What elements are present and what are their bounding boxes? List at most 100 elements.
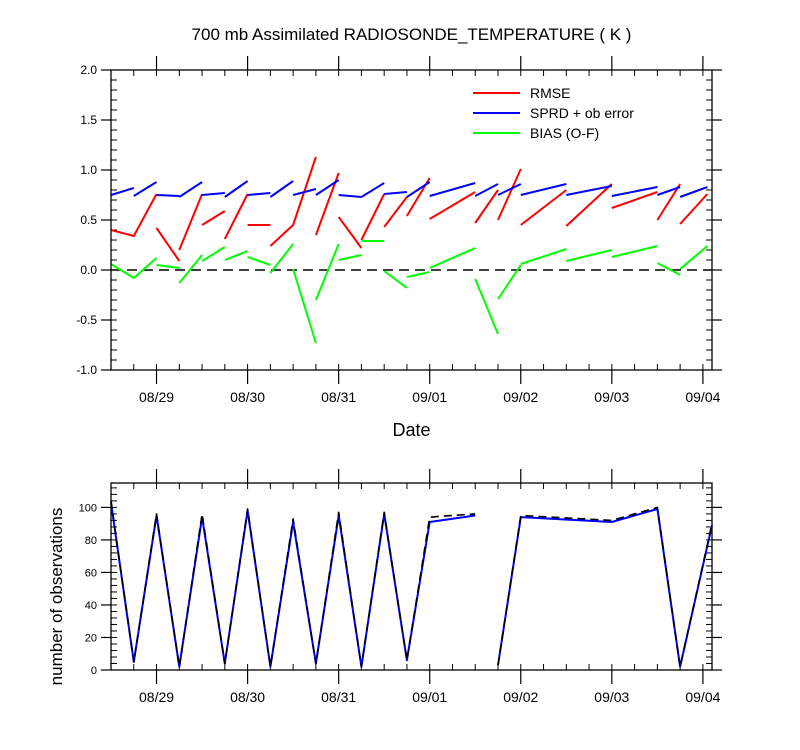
bottom-x-tick-label: 09/01 [412, 689, 447, 705]
top-x-tick-label: 09/04 [685, 389, 720, 405]
top-series-sprd-ob-error [110, 179, 708, 198]
bottom-series-line [497, 506, 713, 668]
top-series-line [247, 256, 271, 266]
bottom-series-line [110, 500, 476, 668]
top-series-line [314, 243, 340, 301]
top-series-line [223, 193, 249, 240]
top-plot-frame [110, 69, 713, 371]
top-series-line [292, 188, 317, 196]
bottom-y-tick-label: 40 [85, 600, 97, 612]
top-y-tick-label: 0.0 [80, 263, 97, 277]
chart-title: 700 mb Assimilated RADIOSONDE_TEMPERATUR… [192, 25, 632, 44]
bottom-series-total-observations [110, 500, 713, 668]
top-series-line [110, 257, 158, 279]
top-series-line [360, 193, 386, 241]
bottom-panel [101, 469, 722, 684]
top-series-line [611, 245, 658, 258]
bottom-x-tick-label: 08/30 [230, 689, 265, 705]
top-x-tick-label: 09/03 [594, 389, 629, 405]
top-y-tick-label: 1.0 [80, 163, 97, 177]
top-series-line [338, 254, 362, 261]
top-series-line [429, 182, 476, 197]
top-series-line [383, 270, 408, 289]
top-panel [101, 56, 722, 384]
top-x-tick-label: 08/29 [139, 389, 174, 405]
top-series-line [474, 183, 499, 197]
top-series-line [338, 194, 362, 198]
top-series-line [611, 191, 658, 209]
bottom-x-tick-label: 09/02 [503, 689, 538, 705]
bottom-x-tick-label: 09/03 [594, 689, 629, 705]
legend-label: RMSE [530, 85, 570, 101]
top-y-tick-label: 1.5 [80, 113, 97, 127]
top-series-line [224, 250, 248, 261]
top-series-line [520, 189, 567, 226]
bottom-series-line [497, 508, 713, 668]
top-series-line [566, 185, 612, 196]
bottom-series-used-observations [110, 502, 713, 668]
top-series-line [474, 189, 499, 224]
top-series-line [178, 193, 204, 251]
bottom-y-tick-label: 60 [85, 567, 97, 579]
top-series-line [656, 183, 681, 221]
top-series-line [656, 262, 681, 276]
top-series-line [156, 264, 180, 269]
top-series-line [497, 183, 522, 196]
top-series-line [497, 168, 522, 221]
top-series-line [383, 196, 408, 228]
top-series-line [406, 271, 430, 278]
top-series-line [202, 192, 225, 196]
top-series-line [474, 278, 499, 335]
top-series-line [269, 156, 317, 247]
top-x-tick-label: 08/31 [321, 389, 356, 405]
top-y-tick-label: 0.5 [80, 213, 97, 227]
bottom-plot-frame [110, 482, 713, 671]
bottom-x-tick-label: 09/04 [685, 689, 720, 705]
x-axis-label: Date [392, 420, 430, 440]
top-series-line [247, 192, 271, 196]
top-series-line [178, 254, 203, 284]
top-x-tick-label: 08/30 [230, 389, 265, 405]
bottom-x-tick-label: 08/31 [321, 689, 356, 705]
top-series-line [110, 193, 158, 237]
top-series-line [429, 191, 476, 220]
top-series-line [520, 248, 567, 265]
top-x-tick-label: 09/02 [503, 389, 538, 405]
legend-label: BIAS (O-F) [530, 125, 599, 141]
top-series-rmse [110, 156, 709, 262]
legend-label: SPRD + ob error [530, 105, 634, 121]
top-series-line [292, 268, 317, 344]
y-axis-label: number of observations [47, 508, 66, 686]
top-series-line [201, 246, 226, 262]
top-series-line [611, 186, 658, 197]
top-series-line [315, 179, 340, 196]
bottom-y-tick-label: 80 [85, 535, 97, 547]
top-y-tick-label: 2.0 [80, 63, 97, 77]
top-series-bias-o-f- [110, 240, 709, 344]
top-series-line [110, 187, 135, 196]
top-series-line [679, 193, 709, 225]
top-series-line [566, 249, 613, 262]
bottom-y-tick-label: 0 [91, 665, 97, 677]
top-series-line [224, 180, 249, 198]
top-series-line [155, 227, 181, 262]
top-series-line [429, 247, 476, 269]
top-series-line [201, 210, 226, 226]
bottom-x-tick-label: 08/29 [139, 689, 174, 705]
top-series-line [269, 180, 294, 198]
top-series-line [360, 182, 385, 198]
bottom-y-tick-label: 20 [85, 632, 97, 644]
top-series-line [565, 183, 613, 227]
top-series-line [269, 243, 294, 274]
top-series-line [406, 181, 431, 198]
top-series-line [384, 191, 407, 195]
top-series-line [337, 216, 363, 249]
top-y-tick-label: -1.0 [76, 363, 97, 377]
bottom-series-line [110, 502, 476, 668]
top-series-line [497, 264, 522, 300]
top-series-line [156, 194, 180, 197]
top-series-line [657, 186, 681, 196]
top-series-line [133, 181, 158, 197]
top-series-line [679, 186, 708, 198]
